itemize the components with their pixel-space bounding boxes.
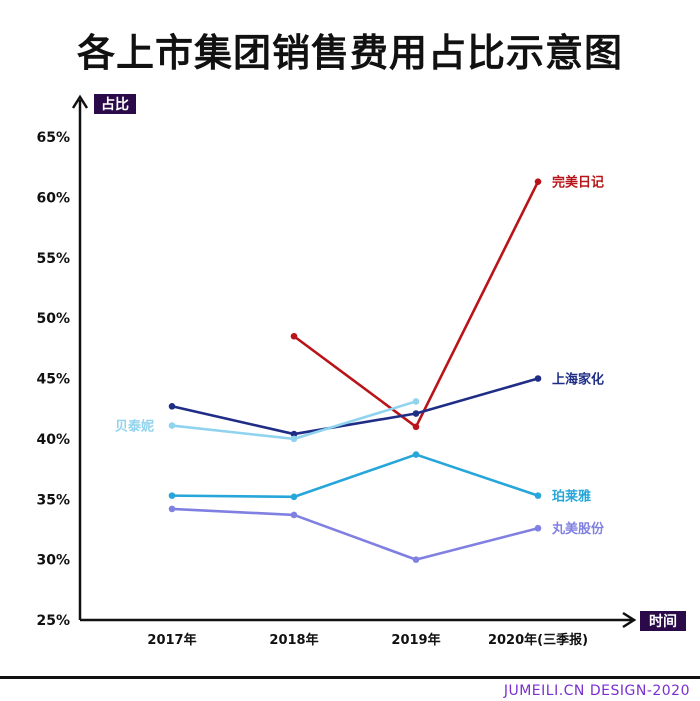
data-point bbox=[412, 451, 420, 458]
series-label: 贝泰妮 bbox=[115, 419, 154, 435]
data-point bbox=[290, 332, 298, 340]
y-tick-label: 30% bbox=[36, 553, 70, 569]
y-tick-label: 60% bbox=[36, 190, 70, 206]
data-point bbox=[168, 402, 176, 410]
y-tick-label: 40% bbox=[36, 432, 70, 448]
y-tick-label: 35% bbox=[36, 492, 70, 508]
series-label: 珀莱雅 bbox=[552, 489, 591, 505]
y-axis-label-badge bbox=[94, 94, 136, 114]
data-point bbox=[290, 435, 298, 443]
data-point bbox=[290, 493, 298, 501]
x-axis-arrow bbox=[622, 611, 637, 629]
footer-credit: JUMEILI.CN DESIGN-2020 bbox=[503, 683, 690, 699]
series-label: 完美日记 bbox=[552, 175, 604, 191]
series-line bbox=[171, 507, 539, 561]
series-label: 上海家化 bbox=[552, 372, 604, 388]
y-axis-ticks: 25% 30% 35% 40% 45% 50% 55% 60% 65% bbox=[36, 130, 70, 629]
y-tick-label: 65% bbox=[36, 130, 70, 146]
x-axis-label-badge bbox=[640, 611, 686, 631]
y-axis-arrow bbox=[71, 94, 89, 109]
x-axis-label: 时间 bbox=[649, 613, 677, 630]
x-tick-label: 2020年(三季报) bbox=[488, 632, 588, 648]
data-point bbox=[534, 524, 542, 532]
chart-title: 各上市集团销售费用占比示意图 bbox=[76, 31, 623, 75]
data-point bbox=[412, 410, 420, 417]
x-tick-label: 2019年 bbox=[391, 632, 440, 648]
footer-divider bbox=[0, 676, 700, 679]
data-point bbox=[168, 505, 176, 513]
y-tick-label: 50% bbox=[36, 311, 70, 327]
x-axis-ticks: 2017年 2018年 2019年 2020年(三季报) bbox=[147, 632, 588, 648]
x-tick-label: 2017年 bbox=[147, 632, 196, 648]
data-point bbox=[168, 422, 176, 429]
data-point bbox=[412, 398, 420, 405]
data-point bbox=[534, 492, 542, 499]
data-point bbox=[168, 492, 176, 499]
y-axis-label: 占比 bbox=[101, 96, 129, 113]
data-point bbox=[412, 423, 420, 431]
data-point bbox=[290, 511, 298, 519]
y-tick-label: 25% bbox=[36, 613, 70, 629]
series-label: 丸美股份 bbox=[551, 521, 605, 537]
data-point bbox=[290, 430, 298, 438]
series-line bbox=[171, 453, 539, 499]
data-point bbox=[534, 375, 542, 382]
y-tick-label: 55% bbox=[36, 251, 70, 267]
data-point bbox=[534, 178, 542, 185]
data-point bbox=[412, 556, 420, 563]
x-tick-label: 2018年 bbox=[269, 632, 318, 648]
series-line bbox=[171, 377, 539, 436]
y-tick-label: 45% bbox=[36, 372, 70, 388]
series-layer bbox=[168, 178, 542, 563]
